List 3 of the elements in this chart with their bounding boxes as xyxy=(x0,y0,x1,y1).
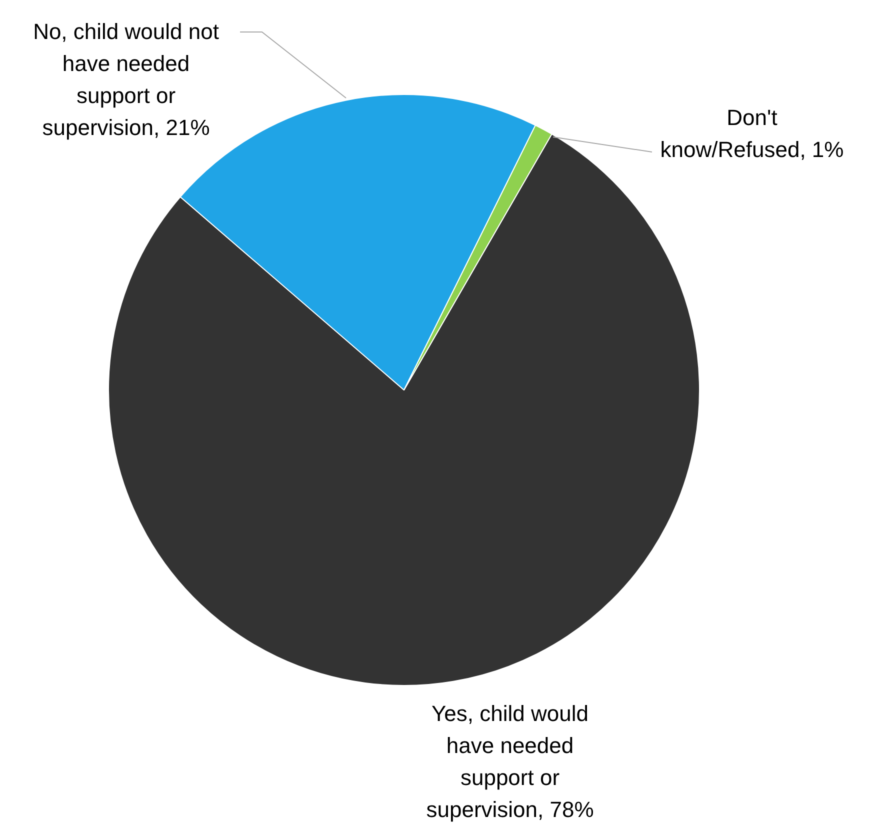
slice-label: Don't know/Refused, 1% xyxy=(660,105,844,162)
slice-label: No, child would not have needed support or supervision, 21% xyxy=(33,19,219,140)
slice-label: Yes, child would have needed support or supervision, 78% xyxy=(426,701,594,822)
